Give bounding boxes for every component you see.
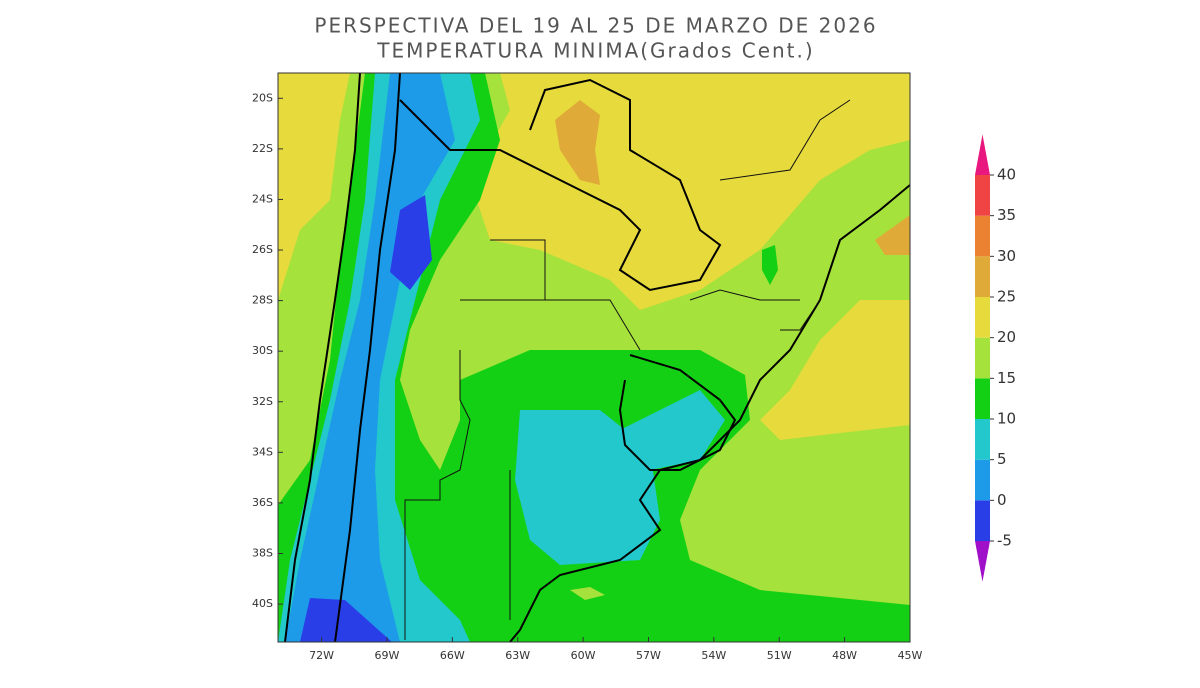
colorbar-label: 10 — [997, 410, 1016, 428]
y-tick-label: 38S — [252, 546, 273, 559]
y-tick-label: 28S — [252, 294, 273, 307]
y-tick-label: 26S — [252, 243, 273, 256]
colorbar-label: 15 — [997, 369, 1016, 387]
x-tick-label: 45W — [898, 649, 923, 662]
colorbar-over — [975, 134, 990, 175]
x-tick-label: 63W — [505, 649, 530, 662]
colorbar-swatch — [975, 337, 990, 379]
x-tick-label: 54W — [701, 649, 726, 662]
y-tick-label: 24S — [252, 192, 273, 205]
axes: 20S 22S 24S 26S 28S 30S 32S 34S 36S 38S 40S 72W 69W 6… — [252, 91, 923, 662]
x-tick-label: 51W — [767, 649, 792, 662]
map-frame — [277, 72, 911, 643]
colorbar-label: 25 — [997, 288, 1016, 306]
x-tick-label: 48W — [832, 649, 857, 662]
y-tick-label: 30S — [252, 344, 273, 357]
y-tick-label: 34S — [252, 445, 273, 458]
y-tick-label: 40S — [252, 597, 273, 610]
temperature-field — [278, 73, 910, 642]
colorbar-swatch — [975, 459, 990, 501]
colorbar-swatch — [975, 419, 990, 460]
title-line: PERSPECTIVA DEL 19 AL 25 DE MARZO DE 202… — [314, 14, 877, 38]
colorbar-label: 20 — [997, 328, 1016, 346]
y-tick-label: 22S — [252, 142, 273, 155]
x-tick-label: 57W — [636, 649, 661, 662]
colorbar-label: 0 — [997, 491, 1007, 509]
colorbar-swatch — [975, 215, 990, 257]
title-line: TEMPERATURA MINIMA(Grados Cent.) — [376, 39, 814, 63]
colorbar-label: 5 — [997, 450, 1007, 468]
y-tick-label: 32S — [252, 395, 273, 408]
colorbar-under — [975, 541, 990, 582]
colorbar-label: 40 — [997, 166, 1016, 184]
y-tick-label: 20S — [252, 91, 273, 104]
x-tick-label: 66W — [440, 649, 465, 662]
colorbar-swatch — [975, 256, 990, 297]
colorbar-label: 30 — [997, 247, 1016, 265]
colorbar-label: 35 — [997, 206, 1016, 224]
y-tick-label: 36S — [252, 496, 273, 509]
colorbar-swatch — [975, 378, 990, 419]
colorbar-swatch — [975, 500, 990, 541]
colorbar-swatch — [975, 175, 990, 216]
colorbar-label: -5 — [997, 532, 1012, 550]
colorbar: -5 0 5 10 15 20 25 30 35 40 — [975, 134, 1016, 582]
x-tick-label: 69W — [375, 649, 400, 662]
x-tick-label: 60W — [571, 649, 596, 662]
x-tick-label: 72W — [309, 649, 334, 662]
colorbar-swatch — [975, 297, 990, 338]
